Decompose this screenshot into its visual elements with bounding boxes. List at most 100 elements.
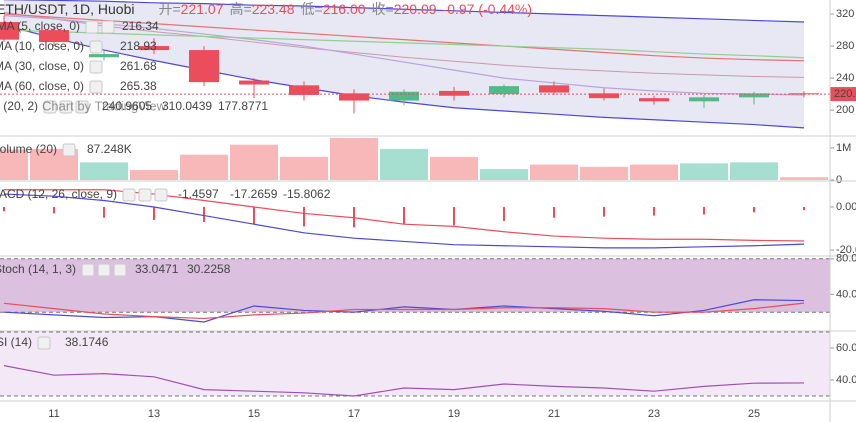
study-name: Volume (20) (0, 142, 57, 156)
candle-body (289, 85, 319, 95)
y-tick-label: 0.00 (836, 201, 856, 213)
y-tick-label: 60.00 (836, 342, 856, 354)
volume-bar (0, 149, 28, 180)
indicator-line (3, 302, 805, 320)
moving-average (3, 13, 805, 62)
volume-bar (80, 162, 128, 180)
macd-line (3, 193, 805, 249)
macd-histogram-bar (503, 206, 505, 221)
study-name: MA (10, close, 0) (0, 39, 84, 53)
header: ETH/USDT, 1D, Huobi 开=221.07 高=223.48 低=216… (0, 1, 532, 17)
study-icon (59, 100, 73, 114)
x-tick-label: 23 (648, 408, 660, 420)
close-label: 收= (372, 1, 394, 17)
study-readout: -1.4597 (178, 187, 219, 201)
study-name: RSI (14) (0, 335, 32, 349)
study-readout: 240.9605 (102, 99, 152, 113)
study-readout: 310.0439 (162, 99, 212, 113)
study-readout: -17.2659 (230, 187, 278, 201)
y-tick-label: 40.00 (836, 288, 856, 300)
study-icon (85, 20, 99, 34)
y-tick-label: 320 (836, 8, 854, 20)
candle-body (739, 93, 769, 98)
macd-histogram-bar (703, 206, 705, 215)
bollinger-middle (3, 11, 805, 78)
y-tick-label: 40.00 (836, 374, 856, 386)
study-icon (62, 143, 76, 157)
volume-bar (580, 166, 628, 180)
bollinger-upper (3, 0, 805, 23)
study-readout: 38.1746 (65, 335, 109, 349)
indicator-line (3, 365, 805, 397)
x-tick-label: 11 (48, 408, 59, 420)
volume-bar (680, 163, 728, 180)
study-icon (89, 40, 103, 54)
volume-bar (380, 148, 428, 180)
volume-bar (780, 177, 828, 180)
macd-histogram-bar (753, 206, 755, 213)
volume-bar (180, 154, 228, 180)
study-readout: 218.93 (120, 39, 157, 53)
high-label: 高= (230, 1, 252, 17)
x-tick-label: 15 (248, 408, 260, 420)
study-name: MA (30, close, 0) (0, 59, 84, 73)
change-value: -0.97 (-0.44%) (443, 1, 532, 17)
candle-body (0, 22, 19, 40)
study-readout: 261.68 (120, 59, 157, 73)
study-icon (89, 60, 103, 74)
volume-bar (430, 156, 478, 180)
candle-body (589, 93, 619, 99)
study-icon (97, 263, 111, 277)
band-fill (0, 258, 830, 313)
high-value: 223.48 (252, 1, 295, 17)
candle-body (539, 85, 569, 93)
y-tick-label: 200 (836, 104, 854, 116)
macd-histogram-bar (303, 206, 305, 227)
x-tick-label: 19 (448, 408, 460, 420)
study-name: Stoch (14, 1, 3) (0, 262, 76, 276)
candle-body (189, 50, 219, 83)
volume-bar (230, 144, 278, 180)
volume-bar (730, 162, 778, 180)
volume-bar (280, 156, 328, 180)
macd-histogram-bar (803, 206, 805, 211)
x-tick-label: 13 (148, 408, 160, 420)
macd-histogram-bar (603, 206, 605, 217)
y-tick-label: 240 (836, 72, 854, 84)
indicator-line (3, 299, 805, 323)
low-label: 低= (301, 1, 323, 17)
y-tick-label: -20.00 (836, 244, 856, 256)
open-value: 221.07 (181, 1, 224, 17)
study-icon (122, 188, 136, 202)
candle-body (39, 30, 69, 43)
moving-average (3, 15, 805, 96)
study-icon (75, 100, 89, 114)
macd-histogram-bar (53, 206, 55, 214)
volume-bar (330, 137, 378, 180)
macd-histogram-bar (153, 206, 155, 220)
candle-body (389, 91, 419, 101)
y-tick-label: 280 (836, 40, 854, 52)
y-tick-label: 1M (836, 142, 851, 154)
macd-histogram-bar (253, 206, 255, 225)
study-readout: -15.8062 (283, 187, 331, 201)
close-value: 220.09 (394, 1, 437, 17)
open-label: 开= (158, 1, 180, 17)
study-icon (138, 188, 152, 202)
study-readout: 216.34 (122, 19, 159, 33)
macd-signal-line (4, 189, 805, 242)
macd-histogram-bar (3, 206, 5, 212)
y-tick-label: 80.00 (836, 253, 856, 265)
study-icon (113, 263, 127, 277)
candle-body (689, 97, 719, 102)
macd-histogram-bar (203, 206, 205, 223)
watermark: Chart by TradingView (42, 98, 167, 113)
macd-histogram-bar (553, 206, 555, 218)
macd-histogram-bar (653, 206, 655, 216)
study-icon (43, 100, 57, 114)
candle-body (439, 90, 469, 96)
last-price-label: 220.09 (834, 88, 856, 100)
